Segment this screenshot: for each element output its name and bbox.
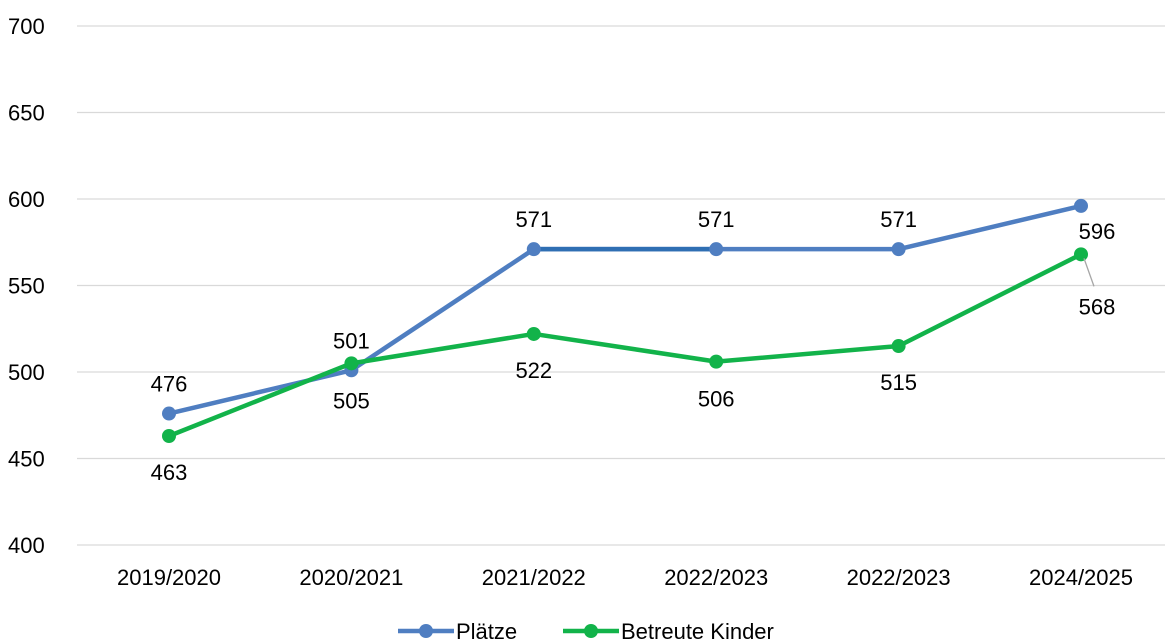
data-label: 571 (880, 207, 917, 232)
legend-label: Betreute Kinder (621, 619, 774, 641)
label-leader-line (1083, 258, 1095, 287)
x-tick-label: 2024/2025 (1029, 565, 1133, 590)
data-label: 505 (333, 388, 370, 413)
data-label: 568 (1079, 294, 1116, 319)
x-axis: 2019/2020 2020/2021 2021/2022 2022/2023 2022… (117, 565, 1133, 590)
data-point (709, 242, 724, 257)
data-label: 571 (698, 207, 735, 232)
data-point (162, 406, 176, 421)
data-label: 506 (698, 387, 735, 412)
legend-label: Plätze (456, 619, 517, 641)
data-point (526, 326, 541, 341)
y-tick-label: 450 (8, 447, 45, 472)
data-point (1074, 198, 1088, 213)
data-label: 596 (1079, 219, 1116, 244)
x-tick-label: 2021/2022 (482, 565, 586, 590)
y-tick-label: 650 (8, 101, 45, 126)
x-tick-label: 2022/2023 (847, 565, 951, 590)
data-label: 501 (333, 328, 370, 353)
data-point (526, 242, 541, 257)
y-tick-label: 550 (8, 274, 45, 299)
data-point (891, 339, 906, 354)
y-tick-label: 700 (8, 14, 45, 39)
data-point (1074, 247, 1088, 262)
data-label: 476 (151, 372, 188, 397)
gridlines (77, 25, 1165, 546)
y-tick-label: 600 (8, 187, 45, 212)
y-tick-label: 500 (8, 360, 45, 385)
data-point (344, 356, 359, 371)
series-layer (162, 198, 1088, 444)
x-tick-label: 2020/2021 (299, 565, 403, 590)
data-label: 522 (515, 358, 552, 383)
legend-swatch-marker (584, 624, 598, 638)
data-point (709, 354, 724, 369)
y-tick-label: 400 (8, 533, 45, 558)
data-label: 571 (515, 207, 552, 232)
legend-swatch-marker (419, 624, 433, 638)
data-label: 515 (880, 370, 917, 395)
data-point (162, 429, 176, 444)
data-point (891, 242, 906, 257)
x-tick-label: 2022/2023 (664, 565, 768, 590)
series-line-1 (166, 252, 1084, 439)
legend: Plätze Betreute Kinder (398, 619, 774, 641)
y-axis: 400 450 500 550 600 650 700 (8, 14, 45, 558)
data-label: 463 (151, 460, 188, 485)
data-labels: 476 501 571 571 571 596 463 505 522 506 515 568 (151, 207, 1116, 485)
x-tick-label: 2019/2020 (117, 565, 221, 590)
